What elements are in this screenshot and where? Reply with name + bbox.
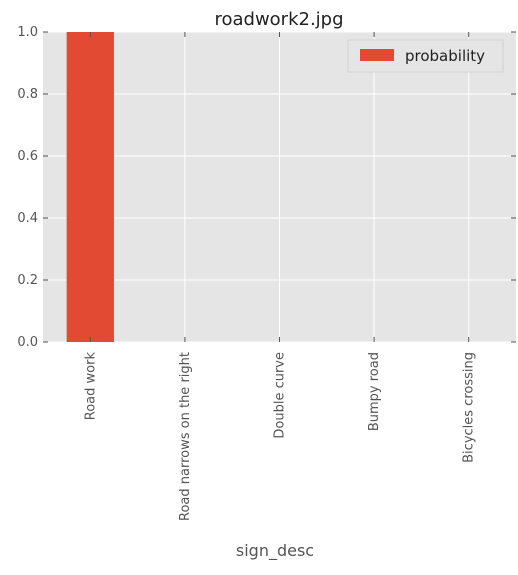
y-tick-label: 0.4 [17, 211, 38, 226]
x-tick-label: Road narrows on the right [178, 352, 193, 521]
x-tick-label: Double curve [273, 352, 288, 439]
y-tick-label: 1.0 [17, 25, 38, 40]
chart-title: roadwork2.jpg [214, 9, 343, 30]
y-tick-label: 0.0 [17, 335, 38, 350]
bar [66, 32, 114, 342]
bars [66, 32, 114, 342]
ticks: 0.0 0.2 0.4 0.6 0.8 1.0 Road work Road narrows … [17, 25, 516, 521]
x-axis-label: sign_desc [236, 541, 314, 561]
y-tick-label: 0.6 [17, 149, 38, 164]
legend-swatch [360, 49, 394, 61]
x-tick-label: Road work [83, 352, 98, 421]
grid-lines [43, 31, 516, 343]
legend-label: probability [405, 47, 485, 65]
x-tick-label: Bumpy road [367, 352, 382, 431]
x-tick-label: Bicycles crossing [462, 352, 477, 463]
legend: probability [347, 39, 504, 73]
y-tick-label: 0.8 [17, 87, 38, 102]
y-tick-label: 0.2 [17, 273, 38, 288]
